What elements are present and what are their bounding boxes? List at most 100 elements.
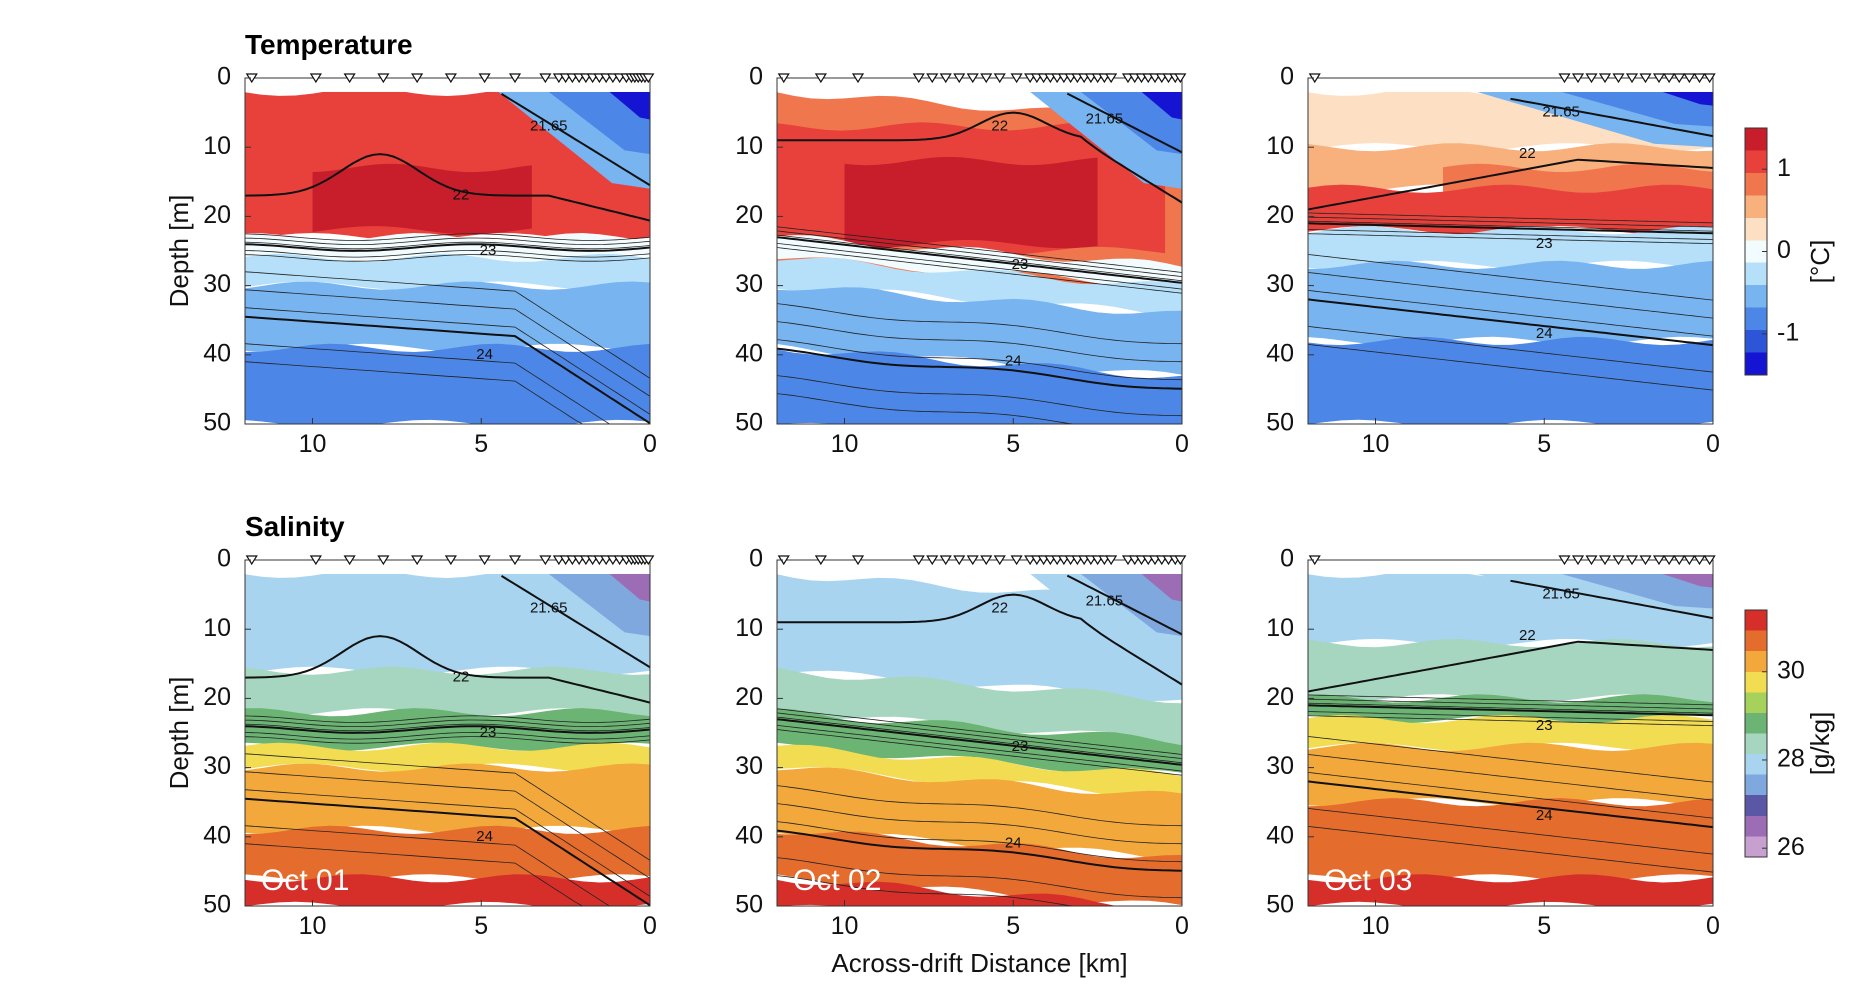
contour-minor <box>777 243 1182 290</box>
contour-24 <box>1308 298 1713 347</box>
x-tick-label: 5 <box>1006 912 1020 940</box>
color-field <box>245 573 650 907</box>
station-marker <box>444 73 457 84</box>
contour-label: 24 <box>476 828 493 845</box>
contour-label: 23 <box>480 724 497 741</box>
y-tick-label: 30 <box>203 752 231 780</box>
station-marker <box>814 73 827 84</box>
contour-label: 23 <box>1012 738 1029 755</box>
contour-minor <box>777 708 1182 755</box>
station-marker <box>1673 555 1686 566</box>
contour-label: 22 <box>1519 627 1536 644</box>
contour-minor <box>1308 736 1713 783</box>
contour-minor <box>245 241 650 250</box>
color-band <box>1308 715 1713 751</box>
station-marker <box>1174 555 1187 566</box>
color-band <box>1308 639 1713 703</box>
station-marker <box>1612 555 1625 566</box>
x-tick-label: 10 <box>831 912 859 940</box>
surface-gap <box>245 560 650 574</box>
station-marker <box>1625 555 1639 566</box>
contour-minor <box>777 339 1182 381</box>
y-tick-label: 0 <box>1280 63 1294 91</box>
station-marker <box>478 555 491 566</box>
contour-minor <box>245 249 650 258</box>
station-marker <box>1598 73 1612 84</box>
contour-minor <box>245 736 650 744</box>
color-field <box>1308 91 1713 424</box>
y-tick-label: 50 <box>735 891 763 919</box>
y-tick-label: 50 <box>735 409 763 437</box>
station-marker <box>1010 73 1023 84</box>
contour-minor <box>245 723 650 732</box>
contour-22 <box>777 111 1182 204</box>
color-band <box>312 163 532 235</box>
contour-22 <box>245 635 650 704</box>
color-band <box>245 742 650 772</box>
contour-label: 21.65 <box>530 599 568 616</box>
colorbar-tick-label: 28 <box>1777 745 1805 773</box>
color-band <box>777 744 1182 798</box>
station-marker <box>1585 555 1598 566</box>
contour-minor <box>245 731 650 740</box>
y-tick-label: 30 <box>735 270 763 298</box>
contour-minor <box>777 321 1182 363</box>
contour-label: 21.65 <box>1542 586 1580 603</box>
station-marker <box>1639 555 1652 566</box>
y-tick-label: 50 <box>203 891 231 919</box>
contour-label: 22 <box>1519 145 1536 162</box>
contour-label: 24 <box>1005 835 1022 852</box>
color-band <box>1308 798 1713 883</box>
y-tick-label: 20 <box>735 201 763 229</box>
x-tick-label: 0 <box>643 912 657 940</box>
station-marker <box>642 555 655 566</box>
station-marker <box>309 555 322 566</box>
station-marker <box>1174 73 1187 84</box>
station-marker <box>912 555 925 566</box>
station-marker <box>377 555 390 566</box>
contour-minor <box>1308 272 1713 319</box>
y-tick-label: 40 <box>1266 821 1294 849</box>
contour-minor <box>245 254 650 262</box>
color-band <box>245 708 650 751</box>
colorbar: 30 28 26 [g/kg] <box>1744 609 1835 861</box>
contour-label: 23 <box>1536 717 1553 734</box>
y-tick-label: 50 <box>1266 409 1294 437</box>
color-band <box>245 666 650 717</box>
y-axis-label: Depth [m] <box>164 677 194 790</box>
contour-minor <box>245 789 650 897</box>
contour-minor <box>1308 254 1713 301</box>
station-marker <box>1585 73 1598 84</box>
plot-frame <box>244 559 651 907</box>
x-tick-label: 5 <box>1537 430 1551 458</box>
contour-label: 21.65 <box>1542 104 1580 121</box>
y-tick-label: 40 <box>735 339 763 367</box>
y-tick-label: 20 <box>203 683 231 711</box>
y-tick-label: 0 <box>217 545 231 573</box>
contour-21.65 <box>1066 92 1182 154</box>
color-band <box>1308 874 1713 907</box>
contour-24 <box>777 347 1182 390</box>
contour-minor <box>1308 233 1713 245</box>
contour-23 <box>1308 704 1713 717</box>
contour-label: 23 <box>1536 235 1553 252</box>
station-marker <box>1105 73 1118 84</box>
station-marker <box>814 555 827 566</box>
anomaly-patch <box>1561 573 1713 609</box>
contour-label: 24 <box>1536 807 1553 824</box>
color-band <box>777 667 1182 746</box>
contour-minor <box>245 753 650 861</box>
contour-label: 22 <box>453 187 470 204</box>
station-marker <box>1663 555 1676 566</box>
station-marker <box>966 555 979 566</box>
contour-23 <box>777 236 1182 284</box>
station-marker <box>539 73 552 84</box>
station-marker <box>1703 555 1716 566</box>
color-field <box>777 573 1182 907</box>
contour-minor <box>1308 715 1713 727</box>
station-marker <box>444 555 457 566</box>
station-marker <box>993 73 1006 84</box>
